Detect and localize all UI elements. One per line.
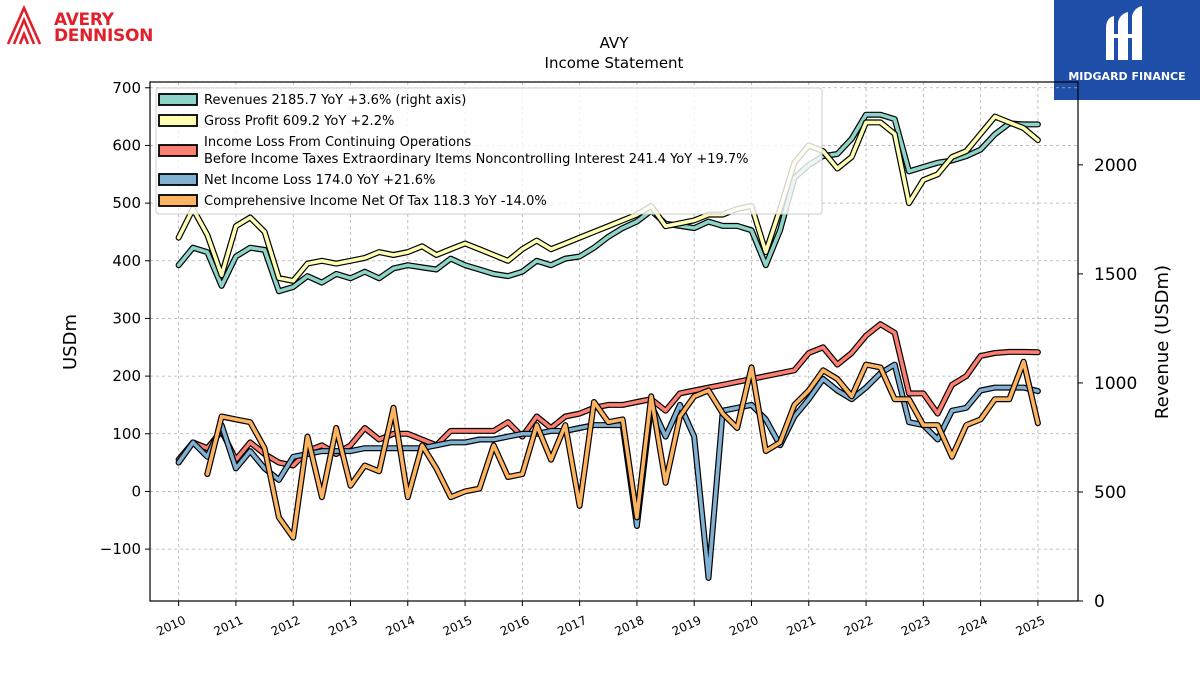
legend-label-pretax-income-line2: Before Income Taxes Extraordinary Items …	[204, 152, 749, 167]
series-gross-profit	[175, 113, 1041, 284]
series-line-revenues	[176, 112, 1040, 294]
x-tick-label: 2024	[956, 613, 990, 639]
avery-logo-icon	[6, 4, 42, 45]
y-tick-label: 700	[112, 79, 141, 97]
legend-label-pretax-income-line1: Income Loss From Continuing Operations	[204, 135, 471, 150]
y2-tick-label: 1000	[1094, 374, 1137, 394]
chart-title: AVY	[600, 34, 630, 52]
y2-tick-label: 1500	[1094, 265, 1137, 285]
x-tick-label: 2020	[727, 613, 761, 639]
legend-label-comprehensive-income: Comprehensive Income Net Of Tax 118.3 Yo…	[204, 194, 547, 209]
legend-swatch-pretax-income	[158, 144, 198, 157]
series-line-gross-profit	[176, 114, 1040, 283]
right-axis-label: Revenue (USDm)	[1152, 265, 1173, 419]
y2-tick-label: 500	[1094, 483, 1126, 503]
x-tick-label: 2022	[842, 613, 876, 639]
y-tick-label: 200	[112, 367, 141, 385]
x-tick-label: 2016	[498, 613, 532, 639]
x-tick-label: 2023	[899, 613, 933, 639]
legend: Revenues 2185.7 YoY +3.6% (right axis) G…	[155, 87, 823, 215]
legend-box	[155, 87, 823, 215]
legend-swatch-comprehensive-income	[158, 194, 198, 207]
y2-tick-label: 0	[1094, 592, 1105, 612]
right-axis-ticks: 0 500 1000 1500 2000	[1078, 156, 1137, 612]
legend-label-gross-profit: Gross Profit 609.2 YoY +2.2%	[204, 114, 394, 129]
y2-tick-label: 2000	[1094, 156, 1137, 176]
legend-label-net-income: Net Income Loss 174.0 YoY +21.6%	[204, 173, 435, 188]
legend-swatch-revenues	[158, 93, 198, 106]
left-axis-label: USDm	[60, 314, 81, 370]
x-axis-ticks: 2010 2011 2012 2013 2014 2015 2016 2017 2018 2019…	[154, 601, 1047, 639]
x-tick-label: 2013	[326, 613, 360, 639]
midgard-finance-watermark: MIDGARD FINANCE	[1054, 0, 1200, 100]
x-tick-label: 2025	[1014, 613, 1048, 639]
x-tick-label: 2011	[212, 613, 246, 639]
plot-frame	[149, 81, 1079, 602]
legend-label-revenues: Revenues 2185.7 YoY +3.6% (right axis)	[204, 93, 466, 108]
legend-swatch-gross-profit	[158, 114, 198, 127]
watermark-text: MIDGARD FINANCE	[1068, 70, 1186, 83]
series-line-pretax-income	[176, 322, 1040, 468]
y-tick-label: 0	[131, 482, 141, 500]
y-tick-label: 400	[112, 252, 141, 270]
avery-dennison-logo: AVERY DENNISON	[4, 4, 174, 48]
y-tick-label: 300	[112, 309, 141, 327]
x-tick-label: 2018	[613, 613, 647, 639]
y-tick-label: 500	[112, 194, 141, 212]
midgard-logo-icon	[1106, 6, 1142, 60]
series-pretax-income	[175, 321, 1041, 469]
x-tick-label: 2017	[555, 613, 589, 639]
y-tick-label: 600	[112, 136, 141, 154]
legend-swatch-net-income	[158, 173, 198, 186]
x-tick-label: 2014	[383, 613, 417, 639]
series-line-comprehensive-income	[205, 359, 1040, 540]
chart-subtitle: Income Statement	[545, 54, 684, 72]
series-revenues	[175, 111, 1041, 295]
series-comprehensive-income	[204, 358, 1041, 541]
x-tick-label: 2019	[670, 613, 704, 639]
x-tick-label: 2015	[441, 613, 475, 639]
series-lines	[175, 111, 1041, 581]
y-tick-label: 100	[112, 425, 141, 443]
x-tick-label: 2012	[269, 613, 303, 639]
y-tick-label: −100	[100, 540, 141, 558]
left-axis-ticks: −100 0 100 200 300 400 500 600 700	[100, 79, 150, 558]
x-tick-label: 2010	[154, 613, 188, 639]
brand-logo-text: AVERY DENNISON	[54, 10, 154, 46]
x-tick-label: 2021	[784, 613, 818, 639]
